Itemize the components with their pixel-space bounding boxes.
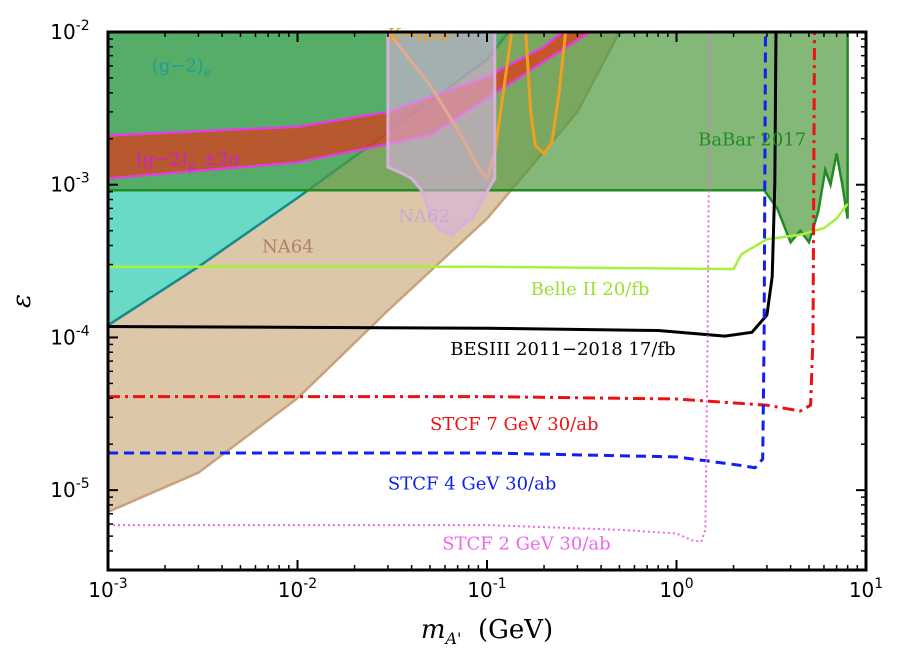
curve-k	[524, 32, 568, 155]
fill-na62	[387, 32, 495, 235]
x-tick-label: 10-1	[467, 576, 506, 602]
label-na64: NA64	[262, 237, 314, 258]
curve-besiii-2011-2018-17-fb	[108, 32, 778, 338]
x-axis-label: mA' (GeV)	[421, 615, 553, 648]
label-babar-2017: BaBar 2017	[698, 130, 806, 151]
y-tick-label: 10-2	[50, 18, 89, 44]
curve-stcf-4-gev-30-ab	[108, 32, 767, 470]
label-stcf-4-gev-30-ab: STCF 4 GeV 30/ab	[388, 474, 556, 495]
curve-belle-ii-20-fb	[108, 203, 849, 271]
y-axis-label: ε	[7, 294, 37, 308]
label-besiii-2011-2018-17-fb: BESIII 2011−2018 17/fb	[450, 339, 675, 360]
y-tick-label: 10-3	[50, 171, 89, 197]
y-tick-label: 10-5	[50, 476, 89, 502]
region-g-2-2	[108, 32, 593, 180]
curve-stcf-2-gev-30-ab	[108, 32, 711, 543]
label-g-2-e: (g−2)e	[152, 56, 212, 81]
label-belle-ii-20-fb: Belle II 20/fb	[531, 279, 650, 300]
curve-stcf-7-gev-30-ab	[108, 32, 816, 413]
axis-ticks: 10-3 10-2 10-1 100 101 10-5 10-4 10-3 10-2	[50, 18, 883, 602]
curve-na62	[386, 32, 497, 237]
x-tick-label: 10-3	[88, 576, 127, 602]
label-stcf-7-gev-30-ab: STCF 7 GeV 30/ab	[430, 414, 598, 435]
label-g-2-2: (g−2)μ ±2σ	[136, 149, 241, 174]
label-k: K→πνν	[388, 25, 450, 46]
x-tick-label: 100	[659, 576, 693, 602]
x-tick-label: 101	[849, 576, 883, 602]
x-tick-label: 10-2	[278, 576, 317, 602]
sensitivity-curves	[108, 32, 849, 543]
label-na62: NA62	[398, 206, 450, 227]
label-stcf-2-gev-30-ab: STCF 2 GeV 30/ab	[442, 533, 610, 554]
y-tick-label: 10-4	[50, 323, 90, 349]
series-labels: (g−2)e K→πνν (g−2)μ ±2σ BaBar 2017 NA62 NA64 B…	[136, 25, 806, 554]
